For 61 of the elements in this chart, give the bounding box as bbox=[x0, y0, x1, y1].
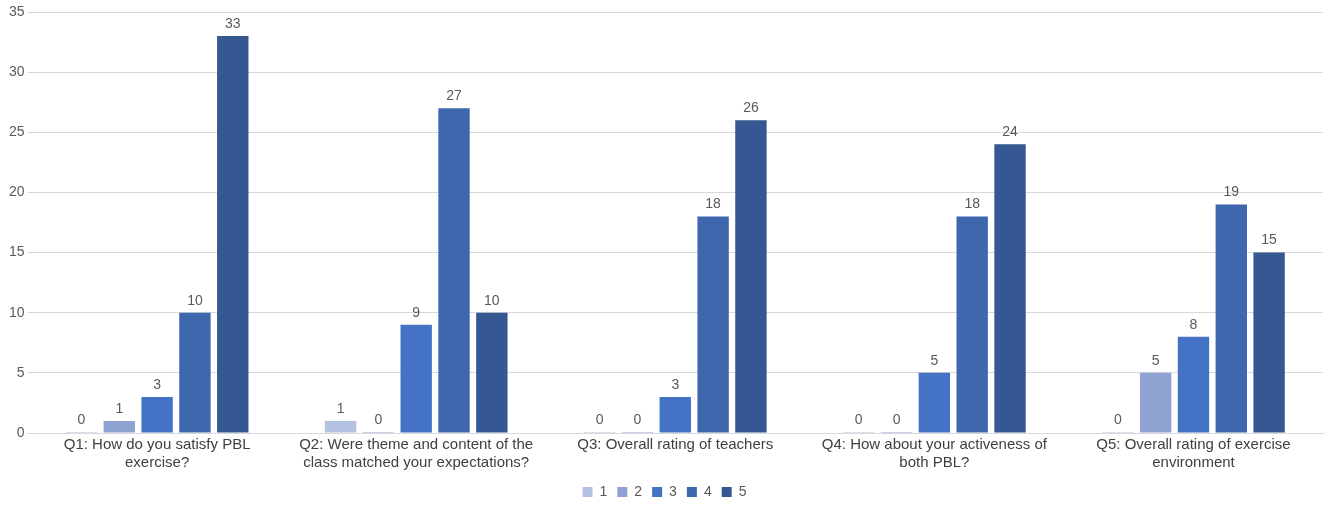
bar bbox=[994, 144, 1026, 433]
bar bbox=[697, 216, 729, 433]
data-label: 18 bbox=[964, 195, 981, 212]
data-label: 5 bbox=[930, 351, 939, 368]
bar bbox=[659, 396, 691, 433]
y-tick-label: 5 bbox=[16, 363, 25, 380]
data-label: 24 bbox=[1002, 123, 1019, 140]
x-tick-label: Q1: How do you satisfy PBL exercise? bbox=[63, 435, 251, 471]
y-tick-label: 35 bbox=[8, 2, 25, 19]
bar bbox=[1139, 372, 1172, 433]
bar bbox=[1253, 252, 1285, 433]
data-label: 3 bbox=[671, 375, 680, 392]
bar bbox=[1177, 336, 1210, 433]
y-tick-label: 10 bbox=[8, 303, 25, 320]
bar bbox=[179, 312, 211, 433]
legend-label: 1 bbox=[599, 482, 608, 499]
data-label: 1 bbox=[336, 399, 345, 416]
data-label: 1 bbox=[115, 399, 124, 416]
y-tick-label: 20 bbox=[8, 183, 25, 200]
x-tick-label: Q5: Overall rating of exercise environment bbox=[1096, 435, 1291, 471]
data-label: 9 bbox=[412, 303, 421, 320]
data-label: 0 bbox=[77, 410, 86, 427]
bar bbox=[956, 216, 988, 433]
data-label: 19 bbox=[1223, 183, 1240, 200]
data-label: 8 bbox=[1189, 315, 1198, 332]
y-tick-label: 25 bbox=[8, 123, 25, 140]
data-label: 10 bbox=[484, 291, 500, 308]
data-label: 0 bbox=[374, 410, 383, 427]
data-label: 0 bbox=[854, 410, 863, 427]
bar bbox=[400, 324, 432, 433]
bar bbox=[438, 108, 470, 433]
legend-label: 3 bbox=[669, 482, 678, 499]
data-label: 27 bbox=[446, 87, 463, 104]
bar bbox=[217, 36, 249, 433]
y-tick-label: 15 bbox=[8, 243, 25, 260]
bar bbox=[735, 120, 767, 433]
bar bbox=[103, 420, 135, 433]
legend-label: 5 bbox=[738, 482, 747, 499]
data-label: 0 bbox=[633, 410, 642, 427]
data-label: 5 bbox=[1151, 351, 1160, 368]
data-label: 10 bbox=[187, 291, 203, 308]
bar bbox=[918, 372, 951, 433]
x-tick-label: Q4: How about your activeness of both PBL? bbox=[821, 435, 1048, 471]
bar bbox=[1215, 204, 1247, 433]
data-label: 0 bbox=[595, 410, 604, 427]
y-tick-label: 30 bbox=[8, 63, 25, 79]
data-label: 33 bbox=[224, 14, 241, 31]
bar bbox=[324, 420, 357, 433]
data-label: 0 bbox=[892, 410, 901, 427]
x-tick-label: Q3: Overall rating of teachers bbox=[577, 435, 774, 453]
data-label: 3 bbox=[153, 375, 162, 392]
data-label: 18 bbox=[705, 195, 722, 212]
data-label: 26 bbox=[743, 99, 759, 116]
data-label: 0 bbox=[1113, 410, 1122, 427]
legend-label: 4 bbox=[703, 482, 712, 499]
bar bbox=[476, 312, 508, 433]
x-tick-label: Q2: Were theme and content of the class matched your expectations? bbox=[299, 435, 534, 471]
data-label: 15 bbox=[1261, 231, 1278, 248]
legend-label: 2 bbox=[634, 482, 643, 499]
y-tick-label: 0 bbox=[16, 423, 25, 440]
bar bbox=[141, 396, 173, 433]
